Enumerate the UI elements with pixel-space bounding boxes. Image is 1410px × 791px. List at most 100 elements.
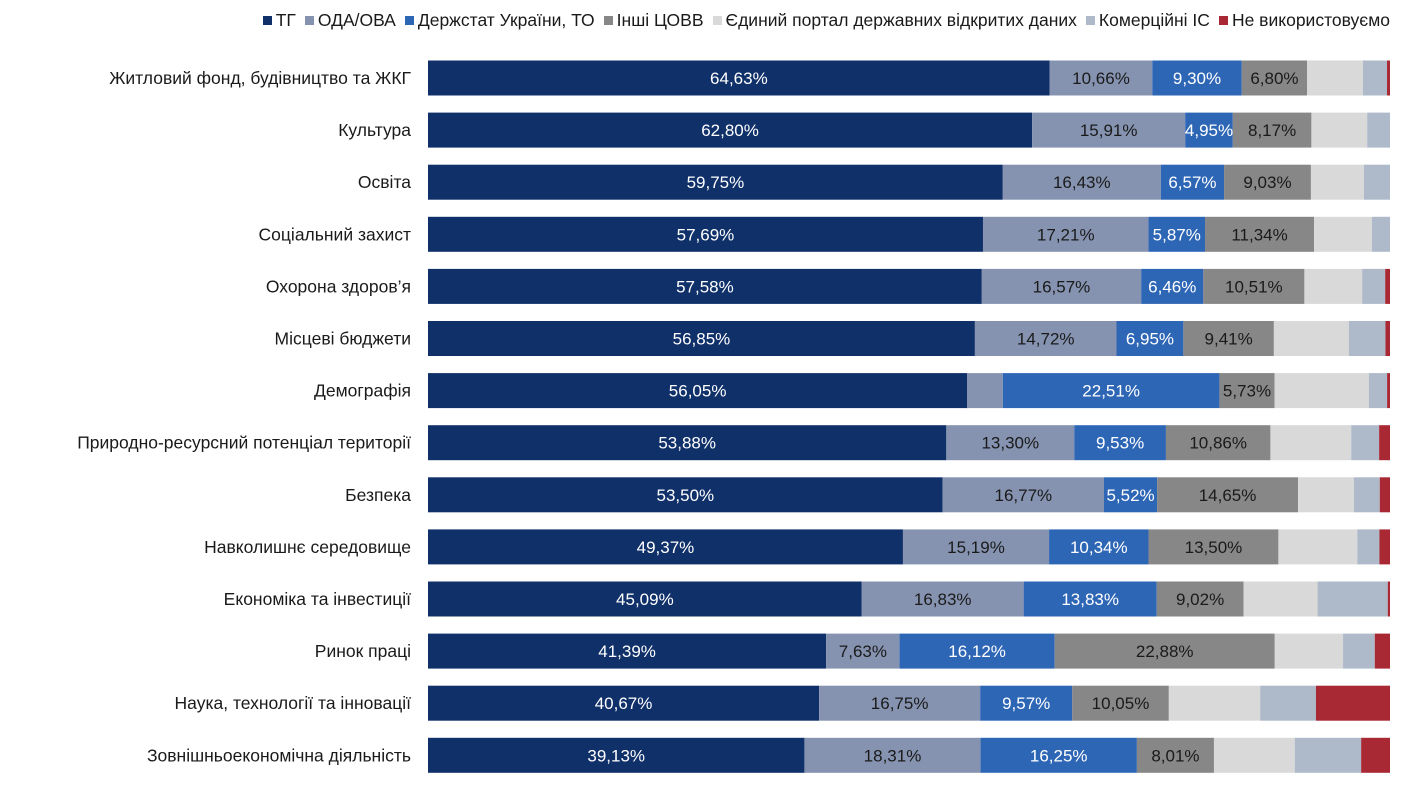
category-label: Економіка та інвестиції	[224, 589, 411, 609]
category-label: Соціальний захист	[259, 224, 411, 244]
bar-row: Ринок праці 41,39% 7,63% 16,12% 22,88%	[315, 633, 1390, 669]
category-label: Наука, технології та інновації	[175, 693, 412, 713]
bar-row: Освіта 59,75% 16,43% 6,57% 9,03%	[358, 164, 1390, 200]
bar-segment	[899, 633, 1055, 669]
bar-segment	[1311, 112, 1368, 148]
bar-segment	[1072, 685, 1169, 721]
bar-segment	[1136, 737, 1214, 773]
bar-row: Навколишнє середовище 49,37% 15,19% 10,34% 1…	[204, 529, 1390, 565]
bar-segment	[1049, 529, 1149, 565]
data-label: 17,21%	[1037, 225, 1095, 244]
bar-segment	[1348, 321, 1386, 356]
bar-segment	[1260, 685, 1316, 721]
data-label: 64,63%	[710, 69, 768, 88]
bar-segment	[1141, 268, 1204, 304]
bar-segment	[1002, 164, 1161, 200]
bar-segment	[1224, 164, 1311, 200]
data-label: 10,34%	[1070, 538, 1128, 557]
data-label: 5,87%	[1153, 225, 1201, 244]
bar-segment	[1148, 529, 1279, 565]
bar-segment	[1104, 477, 1158, 513]
bar-segment	[967, 373, 1003, 409]
bar-segment	[902, 529, 1050, 565]
category-label: Охорона здоров’я	[266, 276, 411, 296]
data-label: 13,30%	[981, 434, 1039, 453]
bar-segment	[1205, 216, 1315, 252]
category-label: Житловий фонд, будівництво та ЖКГ	[109, 68, 411, 88]
bar-segment	[428, 633, 827, 669]
bar-segment	[974, 321, 1117, 356]
bar-segment	[1357, 529, 1380, 565]
bar-segment	[1343, 633, 1375, 669]
bar-segment	[428, 373, 968, 409]
bar-segment	[1049, 60, 1153, 96]
bar-row: Місцеві бюджети 56,85% 14,72% 6,95% 9,41%	[275, 321, 1390, 356]
data-label: 41,39%	[598, 642, 656, 661]
bar-segment	[1363, 164, 1390, 200]
bar-segment	[1294, 737, 1362, 773]
data-label: 9,03%	[1243, 173, 1291, 192]
bar-segment	[428, 477, 943, 513]
bar-segment	[942, 477, 1104, 513]
bar-segment	[1165, 425, 1271, 461]
data-label: 22,51%	[1082, 382, 1140, 401]
bar-segment	[1270, 425, 1352, 461]
bar-segment	[1002, 373, 1220, 409]
legend-label: Комерційні ІС	[1098, 9, 1210, 30]
category-label: Природно-ресурсний потенціал території	[77, 433, 411, 453]
data-label: 9,53%	[1096, 434, 1144, 453]
category-label: Культура	[338, 120, 411, 140]
bar-segment	[1032, 112, 1186, 148]
bar-segment	[1152, 60, 1242, 96]
legend-item: Комерційні ІС	[1085, 9, 1210, 31]
data-label: 13,50%	[1185, 538, 1243, 557]
legend-label: Єдиний портал державних відкритих даних	[725, 9, 1077, 30]
data-label: 5,73%	[1223, 382, 1271, 401]
chart-legend: ТГ ОДА/ОВА Держстат України, ТО Інші ЦОВВ Єд…	[0, 9, 1410, 31]
bar-segment	[428, 216, 983, 252]
legend-label: Не використовуємо	[1231, 9, 1390, 30]
bar-segment	[1183, 321, 1274, 356]
data-label: 10,66%	[1072, 69, 1130, 88]
bar-segment	[1315, 685, 1390, 721]
bar-segment	[1310, 164, 1364, 200]
bar-segment	[1213, 737, 1295, 773]
legend-swatch	[603, 15, 613, 25]
legend-item: Інші ЦОВВ	[603, 10, 704, 31]
data-label: 9,57%	[1002, 694, 1050, 713]
bar-segment	[1379, 477, 1390, 513]
bar-segment	[1148, 216, 1206, 252]
bar-segment	[819, 685, 981, 721]
bar-segment	[1232, 112, 1312, 148]
bar-segment	[1371, 216, 1390, 252]
legend-swatch	[712, 15, 722, 25]
data-label: 16,75%	[871, 694, 929, 713]
data-label: 56,85%	[673, 330, 731, 349]
legend-swatch	[404, 15, 414, 25]
data-label: 9,02%	[1176, 590, 1224, 609]
bar-segment	[428, 268, 982, 304]
bar-segment	[980, 737, 1137, 773]
legend-item: ОДА/ОВА	[304, 10, 396, 31]
data-label: 6,46%	[1148, 277, 1196, 296]
data-label: 16,12%	[948, 642, 1006, 661]
bar-segment	[1368, 373, 1388, 409]
legend-item: ТГ	[262, 10, 296, 31]
data-label: 9,41%	[1205, 330, 1253, 349]
data-label: 9,30%	[1173, 69, 1221, 88]
bar-segment	[982, 216, 1149, 252]
data-label: 10,86%	[1189, 434, 1247, 453]
data-label: 5,52%	[1106, 486, 1154, 505]
data-label: 13,83%	[1061, 590, 1119, 609]
data-label: 11,34%	[1231, 225, 1287, 244]
data-label: 10,05%	[1092, 694, 1150, 713]
data-label: 49,37%	[637, 538, 695, 557]
category-label: Демографія	[314, 381, 411, 401]
bar-segment	[1278, 529, 1358, 565]
bar-segment	[1168, 685, 1261, 721]
data-label: 53,50%	[657, 486, 715, 505]
bar-segment	[1361, 737, 1390, 773]
bar-segment	[428, 529, 903, 565]
bar-segment	[1353, 477, 1380, 513]
